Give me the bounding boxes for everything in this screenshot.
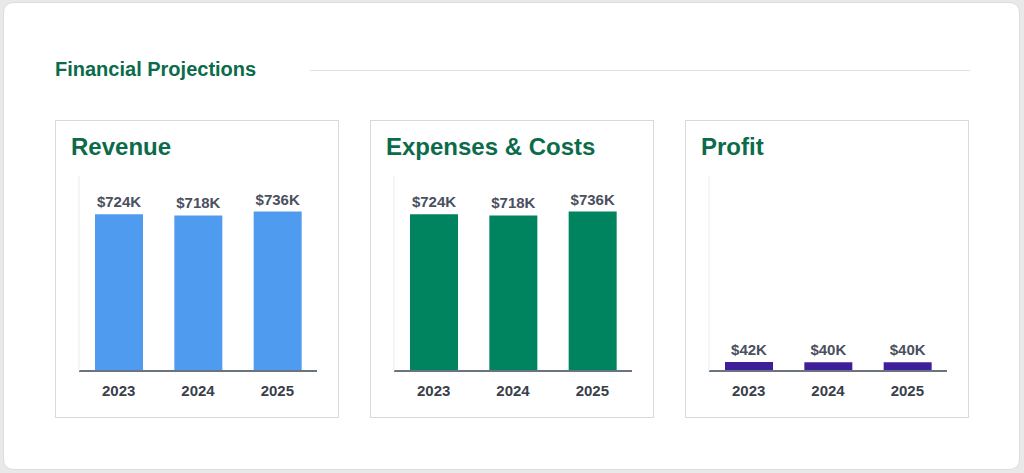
svg-text:2024: 2024 — [811, 382, 845, 399]
svg-text:$724K: $724K — [412, 193, 456, 210]
svg-text:$40K: $40K — [810, 341, 846, 358]
svg-text:2025: 2025 — [576, 382, 609, 399]
svg-text:2025: 2025 — [261, 382, 294, 399]
svg-text:$724K: $724K — [97, 193, 141, 210]
svg-text:2025: 2025 — [891, 382, 924, 399]
html-text:Revenue: Revenue — [71, 133, 171, 160]
svg-text:$718K: $718K — [491, 194, 535, 211]
svg-text:$718K: $718K — [176, 194, 220, 211]
svg-text:2023: 2023 — [417, 382, 450, 399]
html-text:Expenses & Costs: Expenses & Costs — [386, 133, 596, 160]
svg-text:$736K: $736K — [571, 191, 615, 208]
svg-text:$736K: $736K — [256, 191, 300, 208]
svg-text:$40K: $40K — [890, 341, 926, 358]
svg-text:2023: 2023 — [732, 382, 765, 399]
svg-text:2024: 2024 — [181, 382, 215, 399]
svg-text:2023: 2023 — [102, 382, 135, 399]
html-text:Profit: Profit — [701, 133, 764, 160]
svg-text:2024: 2024 — [496, 382, 530, 399]
html-text:Financial Projections: Financial Projections — [55, 58, 257, 80]
svg-text:$42K: $42K — [731, 341, 767, 358]
